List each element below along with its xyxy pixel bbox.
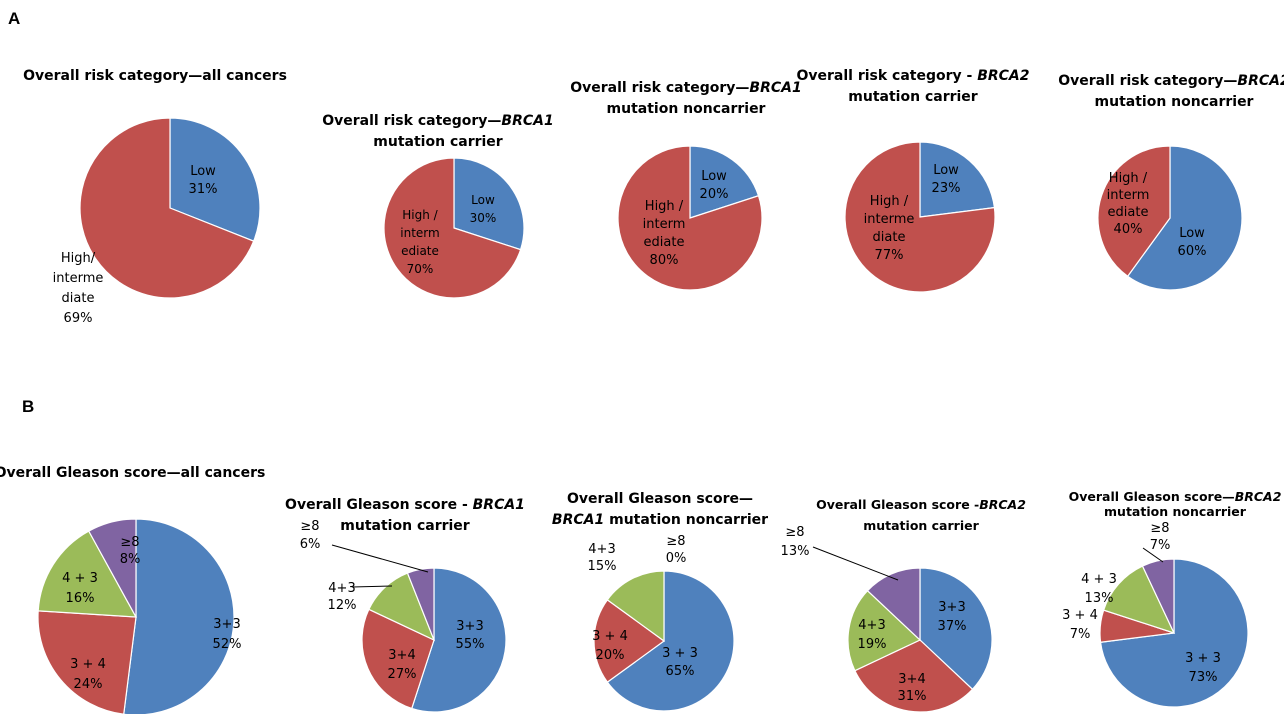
slice-label: Low 20% xyxy=(700,169,729,202)
slice-label: High / interme diate 77% xyxy=(864,194,915,263)
pie-slice xyxy=(169,117,261,242)
slice-label: ≥8 8% xyxy=(120,535,141,567)
pie-slice xyxy=(847,589,922,672)
pie-slice xyxy=(606,570,735,712)
slice-label: 4+3 15% xyxy=(588,542,617,574)
slice-label: 3+3 37% xyxy=(938,600,967,634)
slice-label: 4+3 19% xyxy=(858,618,887,652)
chart-title: Overall Gleason score -BRCA2 mutation car… xyxy=(816,497,1026,533)
chart-title: Overall Gleason score—all cancers xyxy=(0,465,265,481)
pie-charts: Overall risk category—all cancers Low 31% H… xyxy=(0,68,1284,714)
pie-slice xyxy=(361,608,435,710)
slice-label: 3+3 55% xyxy=(456,619,485,652)
slice-label: 4 + 3 16% xyxy=(62,571,98,606)
slice-label: 4+3 12% xyxy=(328,581,357,613)
slice-label: ≥8 0% xyxy=(666,534,687,566)
slice-label: High/interme diate 69% xyxy=(53,251,104,326)
slice-label: 3+4 31% xyxy=(898,672,927,704)
pie-slice xyxy=(123,518,235,714)
chart-title: Overall risk category—BRCA1 mutation nonc… xyxy=(570,80,801,117)
pie-slice xyxy=(1126,145,1243,291)
leader-line xyxy=(812,546,899,581)
slice-label: 3 + 4 20% xyxy=(592,629,628,663)
pie-chart: Overall Gleason score - BRCA1 mutation ca… xyxy=(285,497,525,713)
slice-label: Low 23% xyxy=(932,163,961,196)
slice-label: 3 + 3 65% xyxy=(662,646,698,679)
pie-slice xyxy=(410,567,507,713)
pie-slice xyxy=(1097,145,1171,278)
slice-label: 3 + 4 24% xyxy=(70,657,106,692)
slice-label: ≥8 6% xyxy=(300,519,321,552)
pie-slice xyxy=(406,567,435,641)
slice-label: Low 31% xyxy=(189,164,218,197)
slice-label: Low 30% xyxy=(470,193,497,225)
pie-slice xyxy=(606,570,665,643)
pie-slice xyxy=(37,610,137,714)
slice-label: 3+4 27% xyxy=(388,648,417,682)
slice-label: High / interm ediate 40% xyxy=(1107,171,1150,237)
pie-slice xyxy=(383,157,522,299)
pie-slice xyxy=(919,141,996,218)
panel-label-a: A xyxy=(8,9,20,28)
leader-line xyxy=(1142,547,1164,563)
pie-slice xyxy=(689,145,760,219)
pie-chart: Overall risk category—all cancers Low 31% H… xyxy=(23,68,287,326)
slice-label: 4 + 3 13% xyxy=(1081,572,1117,606)
pie-slice xyxy=(87,518,137,618)
pie-chart: Overall risk category - BRCA2 mutation ca… xyxy=(796,68,1030,293)
slice-label: High / interm ediate 80% xyxy=(643,199,686,268)
pie-chart: Overall Gleason score -BRCA2 mutation car… xyxy=(781,497,1026,713)
pie-chart: Overall Gleason score— BRCA1 mutation non… xyxy=(552,491,768,712)
pie-slice xyxy=(617,145,763,291)
slice-label: 3 + 3 73% xyxy=(1185,651,1221,685)
slice-label: 3+3 52% xyxy=(213,617,242,652)
pie-slice xyxy=(79,117,255,299)
slice-label: ≥8 13% xyxy=(781,525,810,559)
leader-line xyxy=(351,585,393,588)
pie-chart: Overall Gleason score—all cancers 3+3 52% 3… xyxy=(0,465,265,714)
chart-title: Overall risk category—all cancers xyxy=(23,68,287,84)
pie-slice xyxy=(1102,565,1176,634)
pie-slice xyxy=(844,141,996,293)
chart-title: Overall risk category - BRCA2 mutation ca… xyxy=(796,68,1029,105)
panel-label-b: B xyxy=(22,397,34,416)
pie-slice xyxy=(453,157,525,251)
slice-label: ≥8 7% xyxy=(1150,521,1171,553)
slice-label: High / interm ediate 70% xyxy=(400,208,439,276)
pie-chart: Overall Gleason score—BRCA2 mutation nonc… xyxy=(1062,489,1282,708)
slice-label: 3 + 4 7% xyxy=(1062,608,1098,642)
pie-slice xyxy=(866,567,921,642)
chart-title: Overall Gleason score— BRCA1 mutation non… xyxy=(552,491,768,528)
pie-slice xyxy=(854,639,974,713)
chart-title: Overall Gleason score - BRCA1 mutation ca… xyxy=(285,497,525,534)
chart-title: Overall Gleason score—BRCA2 mutation nonc… xyxy=(1069,489,1282,519)
pie-chart: Overall risk category—BRCA1 mutation nonc… xyxy=(570,80,802,291)
slice-label: Low 60% xyxy=(1178,226,1207,259)
chart-title: Overall risk category—BRCA1 mutation carr… xyxy=(322,113,553,150)
pie-slice xyxy=(1141,558,1175,634)
leader-line xyxy=(331,544,429,573)
pie-slice xyxy=(593,599,666,683)
pie-slice xyxy=(919,567,993,691)
pie-chart: Overall risk category—BRCA1 mutation carr… xyxy=(322,113,554,299)
pie-slice xyxy=(37,530,138,618)
